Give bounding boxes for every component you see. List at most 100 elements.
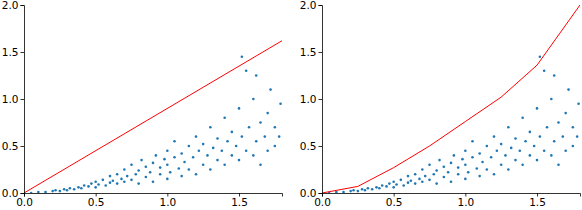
figure: 0.00.51.01.50.00.51.01.52.00.00.51.01.50… [0, 0, 582, 210]
scatter-point [500, 164, 503, 167]
scatter-point [392, 180, 395, 183]
scatter-point [464, 149, 467, 152]
tick-label: 0.0 [16, 196, 33, 208]
scatter-point [192, 156, 195, 159]
tick-label: 1.5 [2, 46, 19, 58]
tick-mark [21, 99, 25, 100]
scatter-point [514, 137, 517, 140]
scatter-point [59, 190, 62, 193]
scatter-point [130, 179, 133, 182]
scatter-point [457, 173, 460, 176]
tick: 1.5 [300, 46, 322, 58]
scatter-point [371, 188, 374, 191]
scatter-point [553, 140, 556, 143]
tick-mark [21, 146, 25, 147]
scatter-point [130, 164, 133, 167]
scatter-point [478, 152, 481, 155]
scatter-point [407, 175, 410, 178]
axis-line [21, 6, 25, 194]
scatter-point [335, 191, 338, 193]
scatter-point [421, 168, 424, 171]
scatter-point [166, 149, 169, 152]
scatter-point [562, 135, 565, 138]
tick: 0.5 [300, 140, 322, 152]
tick: 0.5 [2, 140, 24, 152]
line [24, 41, 282, 193]
scatter-point [188, 168, 191, 171]
tick: 2.0 [2, 0, 24, 11]
scatter-point [375, 186, 378, 189]
scatter-point [54, 189, 57, 192]
scatter-point [140, 159, 143, 162]
scatter-point [550, 154, 553, 157]
tick-label: 0.5 [2, 140, 19, 152]
tick-label: 1.0 [300, 93, 317, 105]
scatter-point [349, 190, 352, 193]
scatter-point [188, 145, 191, 148]
scatter-point [216, 137, 219, 140]
scatter-point [529, 154, 532, 157]
scatter-point [543, 149, 546, 152]
scatter-point [126, 175, 129, 178]
scatter-point [392, 186, 395, 189]
scatter-point [471, 140, 474, 143]
scatter-point [209, 168, 212, 171]
scatter-point [471, 156, 474, 159]
scatter-point [102, 179, 105, 182]
tick-mark [319, 5, 323, 6]
scatter-point [557, 164, 560, 167]
scatter-point [66, 189, 69, 192]
scatter-point [223, 164, 226, 167]
tick: 1.0 [300, 93, 322, 105]
tick: 0.0 [314, 193, 331, 208]
scatter-point [533, 145, 536, 148]
scatter-point [109, 175, 112, 178]
scatter-point [245, 70, 248, 73]
scatter-point [576, 135, 579, 138]
tick-mark [319, 52, 323, 53]
plot-area [322, 5, 580, 193]
scatter-point [87, 185, 90, 188]
scatter-point [226, 140, 229, 143]
scatter-point [145, 165, 148, 168]
scatter-point [94, 180, 97, 183]
scatter-point [496, 149, 499, 152]
scatter-point [216, 159, 219, 162]
axis-line [319, 6, 323, 194]
scatter-point [180, 152, 183, 155]
scatter-point [521, 117, 524, 120]
tick-label: 2.0 [300, 0, 317, 11]
plot-area [24, 41, 282, 193]
scatter-point [152, 162, 155, 165]
scatter-point [269, 88, 272, 91]
scatter-point [120, 178, 123, 181]
scatter-point [418, 178, 421, 181]
scatter-point [510, 147, 513, 150]
scatter-point [241, 55, 244, 58]
scatter-point [278, 135, 281, 138]
tick: 0.5 [88, 193, 105, 208]
scatter-point [433, 173, 436, 176]
scatter-point [166, 164, 169, 167]
scatter-point [476, 167, 479, 170]
scatter-point [137, 169, 140, 172]
scatter-point [536, 107, 539, 110]
scatter-point [245, 149, 248, 152]
scatter-point [173, 140, 176, 143]
scatter-point [443, 176, 446, 179]
scatter-point [238, 107, 241, 110]
scatter-point [195, 135, 198, 138]
tick-label: 1.5 [231, 196, 248, 208]
tick-label: 0.0 [2, 187, 19, 199]
tick: 1.5 [529, 193, 546, 208]
scatter-point [212, 147, 215, 150]
scatter-point [567, 88, 570, 91]
scatter-point [464, 164, 467, 167]
scatter-point [450, 180, 453, 183]
scatter-point [507, 126, 510, 129]
scatter-point [274, 126, 277, 129]
scatter-point [450, 162, 453, 165]
tick: 0.0 [300, 187, 322, 199]
scatter-point [80, 187, 83, 190]
scatter-point [195, 173, 198, 176]
